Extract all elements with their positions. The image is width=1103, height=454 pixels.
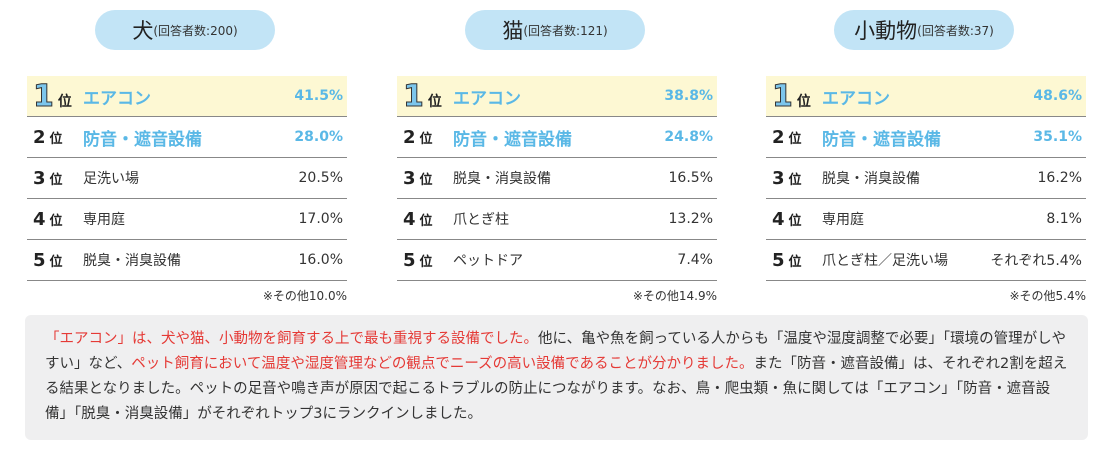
percentage: 28.0% xyxy=(294,129,343,145)
summary-text: ペット飼育において温度や湿度管理などの観点でニーズの高い設備であることが分かりま… xyxy=(131,356,754,372)
percentage: 17.0% xyxy=(298,211,343,227)
equipment-name: エアコン xyxy=(83,88,151,109)
equipment-name: 爪とぎ柱 xyxy=(453,212,509,228)
percentage: 48.6% xyxy=(1033,88,1082,104)
equipment-name: 防音・遮音設備 xyxy=(83,129,202,150)
percentage: 7.4% xyxy=(677,252,713,268)
equipment-name: 専用庭 xyxy=(822,212,864,228)
equipment-name: 脱臭・消臭設備 xyxy=(822,171,920,187)
animal-name: 犬 xyxy=(132,19,154,43)
percentage: 8.1% xyxy=(1046,211,1082,227)
other-note: ※その他10.0% xyxy=(262,289,347,303)
other-note: ※その他14.9% xyxy=(632,289,717,303)
percentage: 24.8% xyxy=(664,129,713,145)
percentage: 16.0% xyxy=(298,252,343,268)
respondent-count: (回答者数:121) xyxy=(523,23,608,38)
equipment-name: 脱臭・消臭設備 xyxy=(453,171,551,187)
animal-header: 小動物 (回答者数:37) xyxy=(834,10,1014,50)
percentage: 16.5% xyxy=(668,170,713,186)
animal-header: 猫 (回答者数:121) xyxy=(465,10,645,50)
equipment-name: 足洗い場 xyxy=(83,171,139,187)
summary-text: 他に、亀や魚を飼っている人からも「温度や湿度調整で必要」「環境の管理がしやすい」… xyxy=(45,331,1066,372)
percentage: 35.1% xyxy=(1033,129,1082,145)
animal-name: 小動物 xyxy=(854,19,918,43)
equipment-name: 脱臭・消臭設備 xyxy=(83,253,181,269)
summary-text: また「防音・遮音設備」は、それぞれ2割を超える結果となりました。ペットの足音や鳴… xyxy=(45,356,1068,422)
summary-box: 「エアコン」は、犬や猫、小動物を飼育する上で最も重視する設備でした。他に、亀や魚… xyxy=(25,315,1088,440)
other-note: ※その他5.4% xyxy=(1009,289,1086,303)
equipment-name: 防音・遮音設備 xyxy=(453,129,572,150)
equipment-name: 専用庭 xyxy=(83,212,125,228)
percentage: 38.8% xyxy=(664,88,713,104)
percentage: 13.2% xyxy=(668,211,713,227)
animal-header: 犬 (回答者数:200) xyxy=(95,10,275,50)
summary-text: 「エアコン」は、犬や猫、小動物を飼育する上で最も重視する設備でした。 xyxy=(45,331,538,347)
animal-name: 猫 xyxy=(502,19,524,43)
respondent-count: (回答者数:37) xyxy=(917,23,994,38)
equipment-name: 防音・遮音設備 xyxy=(822,129,941,150)
equipment-name: 爪とぎ柱／足洗い場 xyxy=(822,253,948,269)
percentage: 41.5% xyxy=(294,88,343,104)
equipment-name: エアコン xyxy=(453,88,521,109)
percentage: 16.2% xyxy=(1037,170,1082,186)
respondent-count: (回答者数:200) xyxy=(153,23,238,38)
equipment-name: エアコン xyxy=(822,88,890,109)
equipment-name: ペットドア xyxy=(453,253,523,269)
percentage: それぞれ5.4% xyxy=(990,253,1082,269)
percentage: 20.5% xyxy=(298,170,343,186)
